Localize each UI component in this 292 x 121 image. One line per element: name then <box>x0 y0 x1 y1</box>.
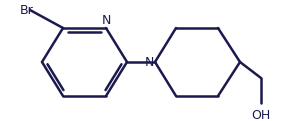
Text: Br: Br <box>20 4 34 16</box>
Text: N: N <box>101 14 111 27</box>
Text: OH: OH <box>251 109 271 121</box>
Text: N: N <box>145 57 154 69</box>
